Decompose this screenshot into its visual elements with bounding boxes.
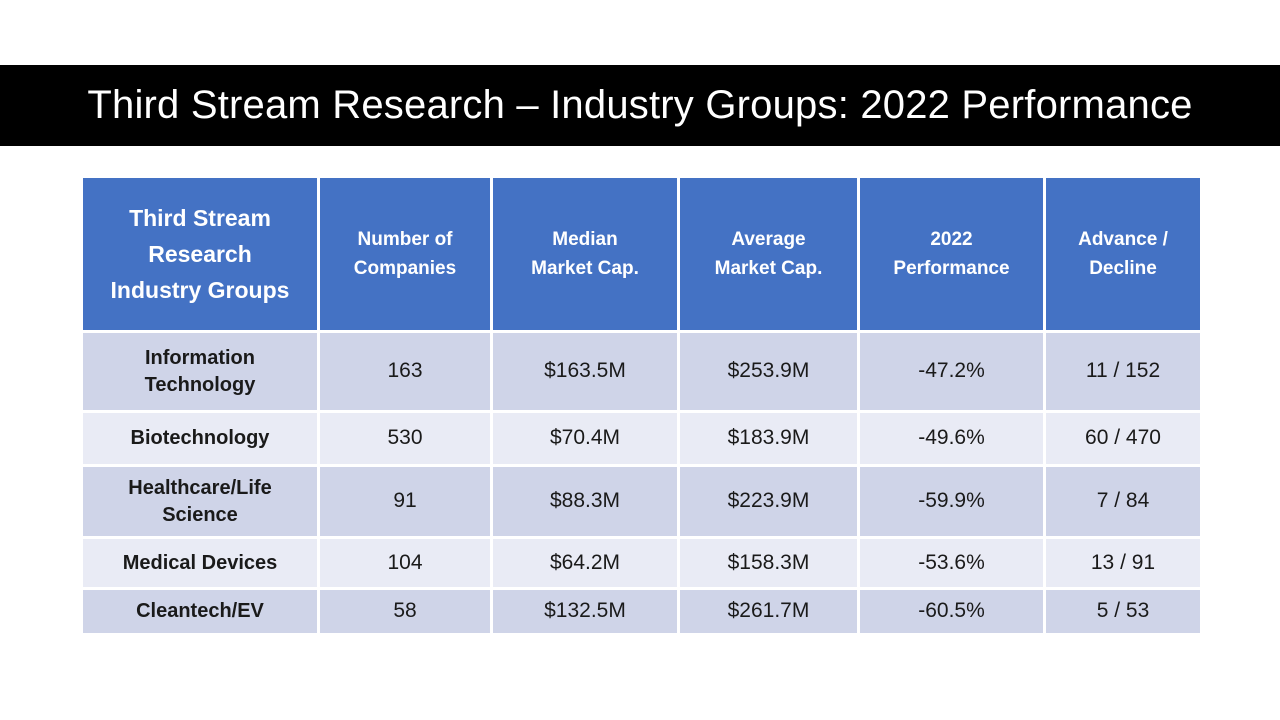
table-cell: -53.6% (857, 536, 1046, 590)
table-cell: $253.9M (677, 330, 860, 413)
row-header-medical-devices: Medical Devices (80, 536, 320, 590)
table-cell: 5 / 53 (1043, 587, 1203, 636)
table-cell: 11 / 152 (1043, 330, 1203, 413)
slide-title-bar: Third Stream Research – Industry Groups:… (0, 65, 1280, 146)
table-cell: 104 (317, 536, 493, 590)
table-header-row: Third Stream Research Industry Groups Nu… (80, 175, 1203, 333)
column-header-advance-decline: Advance / Decline (1043, 175, 1203, 333)
table-cell: $70.4M (490, 410, 680, 467)
table-cell: $163.5M (490, 330, 680, 413)
table-cell: 163 (317, 330, 493, 413)
table-cell: 91 (317, 464, 493, 539)
table-row: Biotechnology 530 $70.4M $183.9M -49.6% … (80, 410, 1203, 467)
table-cell: $64.2M (490, 536, 680, 590)
column-header-median-market-cap: Median Market Cap. (490, 175, 680, 333)
table-cell: -59.9% (857, 464, 1046, 539)
table-row: Healthcare/Life Science 91 $88.3M $223.9… (80, 464, 1203, 539)
table-cell: -49.6% (857, 410, 1046, 467)
table-cell: 530 (317, 410, 493, 467)
table-cell: -47.2% (857, 330, 1046, 413)
row-header-cleantech-ev: Cleantech/EV (80, 587, 320, 636)
table-cell: $223.9M (677, 464, 860, 539)
table-cell: -60.5% (857, 587, 1046, 636)
table-cell: 7 / 84 (1043, 464, 1203, 539)
row-header-information-technology: Information Technology (80, 330, 320, 413)
table-cell: $88.3M (490, 464, 680, 539)
table-row: Cleantech/EV 58 $132.5M $261.7M -60.5% 5… (80, 587, 1203, 636)
column-header-industry-groups: Third Stream Research Industry Groups (80, 175, 320, 333)
row-header-biotechnology: Biotechnology (80, 410, 320, 467)
table-cell: $132.5M (490, 587, 680, 636)
table-cell: 58 (317, 587, 493, 636)
table-cell: $183.9M (677, 410, 860, 467)
industry-groups-table: Third Stream Research Industry Groups Nu… (80, 175, 1203, 636)
column-header-average-market-cap: Average Market Cap. (677, 175, 860, 333)
column-header-2022-performance: 2022 Performance (857, 175, 1046, 333)
table-cell: $261.7M (677, 587, 860, 636)
row-header-healthcare-life-science: Healthcare/Life Science (80, 464, 320, 539)
table-cell: 13 / 91 (1043, 536, 1203, 590)
slide-title: Third Stream Research – Industry Groups:… (87, 83, 1193, 127)
table-cell: $158.3M (677, 536, 860, 590)
table-row: Medical Devices 104 $64.2M $158.3M -53.6… (80, 536, 1203, 590)
table-row: Information Technology 163 $163.5M $253.… (80, 330, 1203, 413)
table-cell: 60 / 470 (1043, 410, 1203, 467)
column-header-number-of-companies: Number of Companies (317, 175, 493, 333)
